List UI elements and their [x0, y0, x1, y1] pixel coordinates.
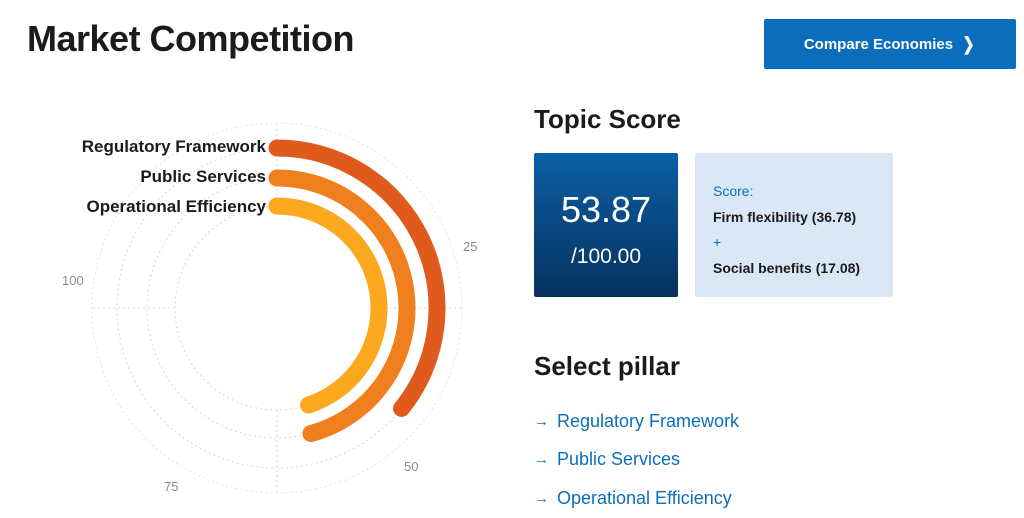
series-label-operational-efficiency: Operational Efficiency	[87, 197, 267, 216]
topic-score-value: 53.87	[560, 189, 652, 230]
score-breakdown-item-social-benefits: Social benefits (17.08)	[713, 259, 861, 276]
topic-score-max: /100.00	[570, 245, 642, 268]
tick-label-75: 75	[164, 479, 178, 494]
tick-label-50: 50	[404, 459, 418, 474]
score-breakdown-plus: +	[713, 234, 722, 250]
score-breakdown-label: Score:	[713, 183, 754, 199]
tick-label-25: 25	[463, 239, 477, 254]
score-breakdown-item-firm-flexibility: Firm flexibility (36.78)	[713, 208, 857, 225]
pillar-label: Operational Efficiency	[557, 487, 732, 508]
tick-label-100: 100	[62, 273, 84, 288]
arrow-right-icon: →	[534, 412, 549, 430]
topic-score-title: Topic Score	[534, 104, 681, 134]
pillar-label: Public Services	[557, 449, 681, 470]
compare-economies-label: Compare Economies	[803, 35, 954, 53]
pillar-link-public-services[interactable]: → Public Services	[534, 441, 739, 480]
chevron-right-icon: ❯	[962, 34, 975, 54]
bar-operational-efficiency[interactable]	[268, 197, 388, 414]
series-label-regulatory-framework: Regulatory Framework	[82, 137, 267, 156]
bar-public-services[interactable]	[268, 169, 416, 442]
arrow-right-icon: →	[534, 451, 549, 469]
score-breakdown-panel: Score: Firm flexibility (36.78) + Social…	[695, 153, 893, 297]
topic-score-box: 53.87 /100.00	[534, 153, 678, 297]
compare-economies-button[interactable]: Compare Economies ❯	[764, 19, 1016, 69]
pillar-label: Regulatory Framework	[557, 410, 740, 431]
page-title: Market Competition	[27, 18, 355, 59]
series-label-public-services: Public Services	[140, 167, 266, 186]
select-pillar-title: Select pillar	[534, 351, 680, 381]
pillar-link-regulatory-framework[interactable]: → Regulatory Framework	[534, 402, 739, 441]
pillar-item-public-services: → Public Services	[534, 441, 739, 480]
arrow-right-icon: →	[534, 489, 549, 507]
grid-ring-frame	[91, 122, 463, 494]
radial-bar-chart: 25 50 75 100 Regulatory Framework Public…	[62, 122, 477, 494]
pillar-list: → Regulatory Framework → Public Services…	[534, 402, 739, 518]
bar-regulatory-framework[interactable]	[268, 139, 446, 417]
pillar-item-regulatory-framework: → Regulatory Framework	[534, 402, 739, 441]
pillar-item-operational-efficiency: → Operational Efficiency	[534, 479, 739, 518]
pillar-link-operational-efficiency[interactable]: → Operational Efficiency	[534, 479, 739, 518]
